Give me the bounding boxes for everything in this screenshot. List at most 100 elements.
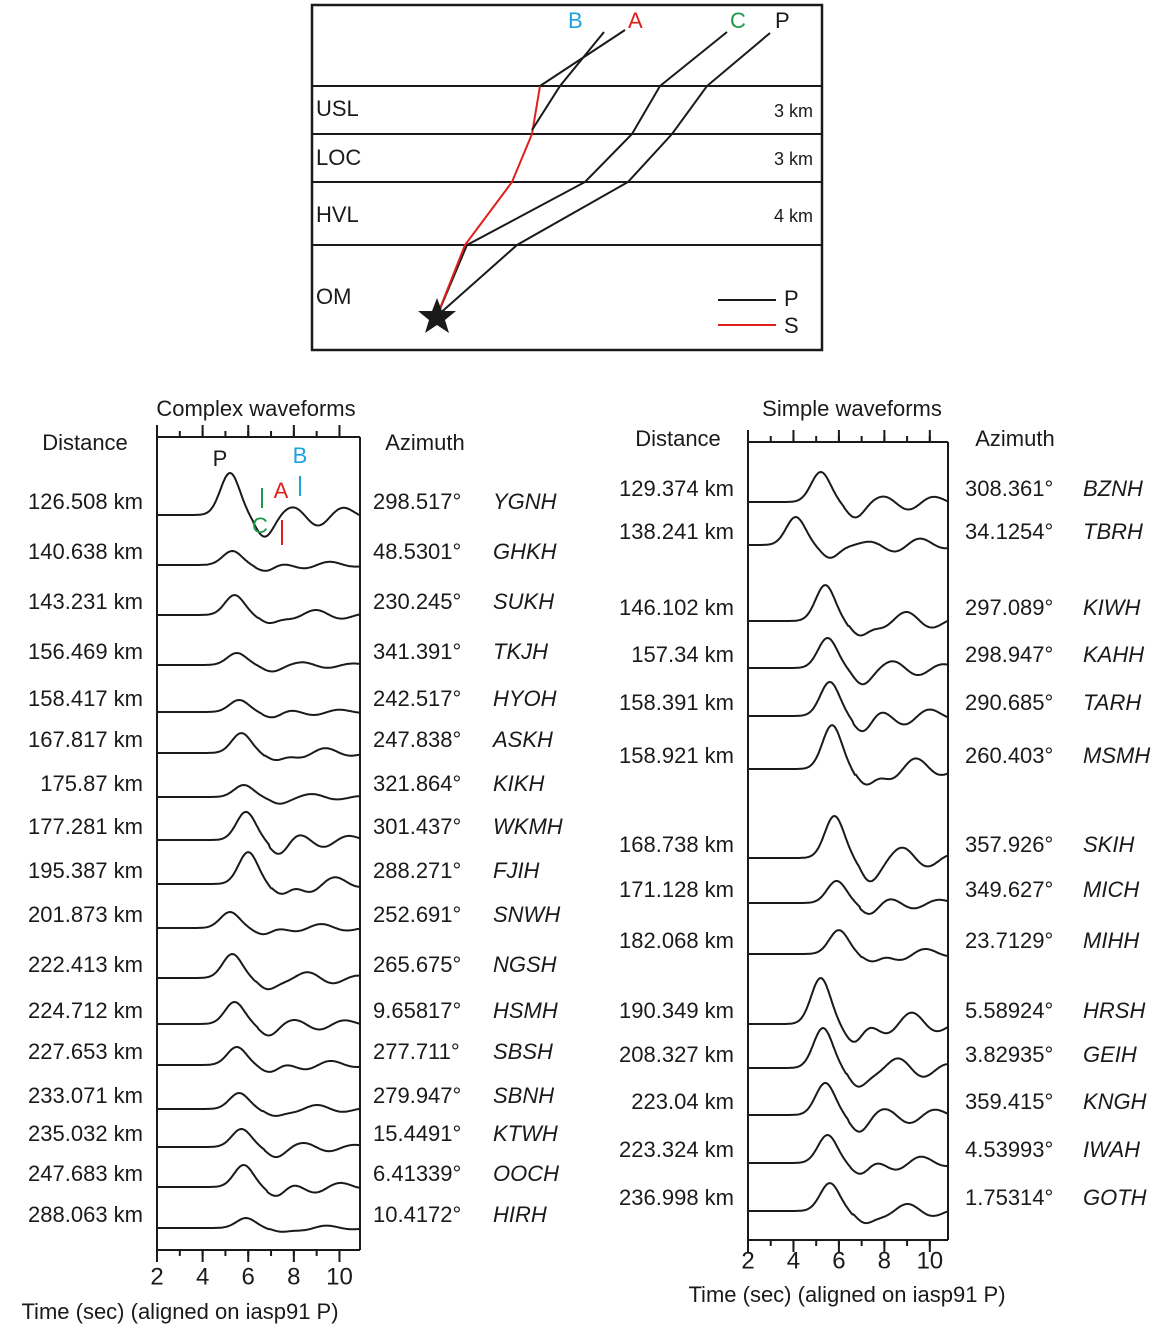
azimuth: 242.517°: [373, 686, 461, 711]
station: KNGH: [1083, 1089, 1147, 1114]
station: FJIH: [493, 858, 540, 883]
x-tick-label: 6: [832, 1247, 845, 1274]
azimuth: 9.65817°: [373, 998, 461, 1023]
azimuth: 301.437°: [373, 814, 461, 839]
waveform: [748, 517, 948, 558]
layer-thickness: 3 km: [774, 149, 813, 169]
azimuth-header: Azimuth: [385, 430, 464, 455]
azimuth: 247.838°: [373, 727, 461, 752]
waveform: [748, 725, 948, 784]
azimuth: 357.926°: [965, 832, 1053, 857]
azimuth: 308.361°: [965, 476, 1053, 501]
station: HYOH: [493, 686, 557, 711]
waveform: [157, 812, 360, 854]
waveform: [748, 472, 948, 517]
station: YGNH: [493, 489, 557, 514]
layer-name: OM: [316, 284, 351, 309]
distance: 158.391 km: [619, 690, 734, 715]
station: ASKH: [491, 727, 553, 752]
station: HSMH: [493, 998, 558, 1023]
x-axis-label: Time (sec) (aligned on iasp91 P): [688, 1282, 1005, 1307]
distance: 190.349 km: [619, 998, 734, 1023]
x-tick-label: 4: [196, 1263, 209, 1290]
distance: 168.738 km: [619, 832, 734, 857]
distance: 195.387 km: [28, 858, 143, 883]
azimuth: 277.711°: [373, 1039, 460, 1064]
azimuth: 260.403°: [965, 743, 1053, 768]
azimuth: 23.7129°: [965, 928, 1053, 953]
station: SBSH: [493, 1039, 553, 1064]
distance: 288.063 km: [28, 1202, 143, 1227]
distance: 146.102 km: [619, 595, 734, 620]
station: MSMH: [1083, 743, 1150, 768]
phase-label: B: [293, 443, 308, 468]
station: KTWH: [493, 1121, 558, 1146]
waveform: [157, 700, 360, 717]
azimuth: 297.089°: [965, 595, 1053, 620]
station: GEIH: [1083, 1042, 1137, 1067]
station: KAHH: [1083, 642, 1144, 667]
azimuth: 288.271°: [373, 858, 461, 883]
waveform: [157, 1218, 360, 1232]
station: MICH: [1083, 877, 1139, 902]
waveform: [157, 954, 360, 989]
layer-thickness: 3 km: [774, 101, 813, 121]
distance: 129.374 km: [619, 476, 734, 501]
x-axis-label: Time (sec) (aligned on iasp91 P): [21, 1299, 338, 1324]
azimuth: 298.947°: [965, 642, 1053, 667]
station: TKJH: [493, 639, 548, 664]
azimuth: 252.691°: [373, 902, 461, 927]
waveform: [157, 912, 360, 934]
distance: 208.327 km: [619, 1042, 734, 1067]
x-tick-label: 2: [150, 1263, 163, 1290]
azimuth: 349.627°: [965, 877, 1053, 902]
ray-label: C: [730, 8, 746, 33]
azimuth: 15.4491°: [373, 1121, 461, 1146]
distance: 223.04 km: [631, 1089, 734, 1114]
panel-title: Complex waveforms: [156, 396, 355, 421]
waveform: [157, 551, 360, 571]
ray-p: [437, 33, 770, 316]
station: SNWH: [493, 902, 560, 927]
station: SKIH: [1083, 832, 1134, 857]
distance: 233.071 km: [28, 1083, 143, 1108]
ray-b: [532, 32, 604, 130]
waveform: [157, 733, 360, 760]
azimuth: 298.517°: [373, 489, 461, 514]
waveform: [157, 595, 360, 623]
phase-label: C: [252, 513, 268, 538]
azimuth: 3.82935°: [965, 1042, 1053, 1067]
waveform: [157, 1047, 360, 1072]
phase-label: P: [213, 446, 228, 471]
distance: 171.128 km: [619, 877, 734, 902]
waveform: [157, 653, 360, 672]
ray-label: P: [775, 8, 790, 33]
distance: 224.712 km: [28, 998, 143, 1023]
distance: 126.508 km: [28, 489, 143, 514]
azimuth: 6.41339°: [373, 1161, 461, 1186]
waveform: [157, 785, 360, 804]
distance: 156.469 km: [28, 639, 143, 664]
azimuth: 10.4172°: [373, 1202, 461, 1227]
distance-header: Distance: [42, 430, 128, 455]
station: HRSH: [1083, 998, 1145, 1023]
station: TARH: [1083, 690, 1141, 715]
waveform: [748, 1135, 948, 1174]
station: KIKH: [493, 771, 544, 796]
ray-label: B: [568, 8, 583, 33]
distance: 140.638 km: [28, 539, 143, 564]
distance: 167.817 km: [28, 727, 143, 752]
azimuth: 1.75314°: [965, 1185, 1053, 1210]
waveform: [748, 1083, 948, 1132]
waveform: [157, 1165, 360, 1196]
distance: 235.032 km: [28, 1121, 143, 1146]
x-tick-label: 6: [242, 1263, 255, 1290]
waveform: [157, 1093, 360, 1116]
azimuth: 341.391°: [373, 639, 461, 664]
figure: P S B A C P USL LOC HVL OM 3 km 3 km 4 k…: [0, 0, 1168, 1329]
model-box: [312, 5, 822, 350]
x-tick-label: 8: [287, 1263, 300, 1290]
waveform: [157, 1129, 360, 1157]
azimuth: 265.675°: [373, 952, 461, 977]
ray-c: [437, 32, 727, 316]
